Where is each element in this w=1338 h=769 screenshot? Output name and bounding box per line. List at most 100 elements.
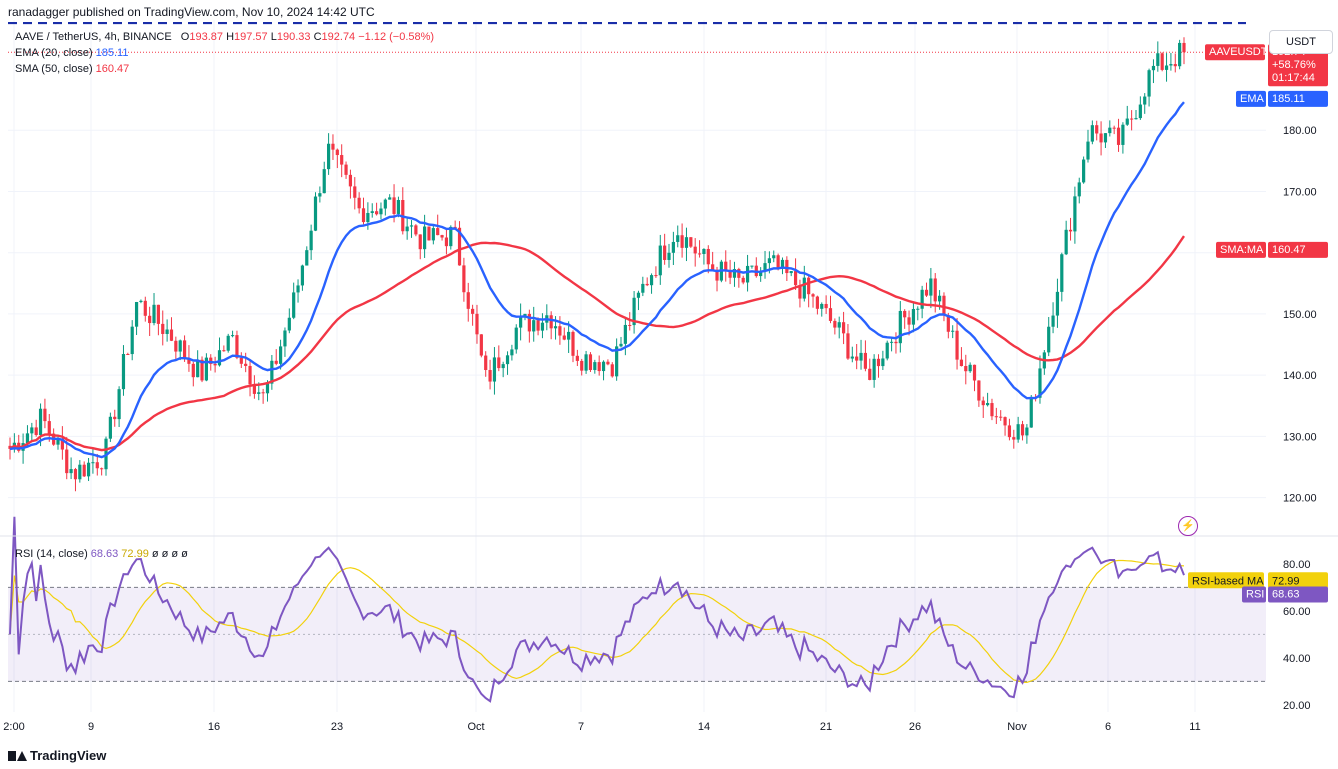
time-tick-label: 16 <box>208 721 220 733</box>
candle-body <box>841 322 846 334</box>
candle-body <box>213 363 217 366</box>
candle-body <box>1060 254 1064 292</box>
rsi-tick-label: 40.00 <box>1283 653 1311 665</box>
candle-body <box>56 438 60 445</box>
candle-body <box>100 468 104 470</box>
candle-body <box>1116 127 1121 145</box>
price-tick-label: 140.00 <box>1283 370 1317 382</box>
candle-body <box>322 169 326 194</box>
candle-body <box>745 265 750 283</box>
candle-body <box>1138 104 1142 119</box>
candle-body <box>881 358 885 367</box>
candle-body <box>409 225 414 227</box>
candle-body <box>697 253 702 255</box>
candle-body <box>1160 53 1164 70</box>
candle-body <box>1073 196 1077 232</box>
candle-body <box>444 237 449 247</box>
candle-body <box>95 462 99 469</box>
candle-body <box>828 308 833 321</box>
candle-body <box>257 392 261 394</box>
candle-body <box>946 315 950 332</box>
candle-body <box>244 363 248 366</box>
candle-body <box>1103 133 1108 143</box>
candle-body <box>519 315 523 328</box>
sma-value-tag <box>1268 241 1328 258</box>
candle-body <box>217 350 222 366</box>
candle-body <box>1169 64 1173 66</box>
resistance-line <box>8 21 1266 53</box>
close-value: 192.74 <box>321 31 356 43</box>
candle-body <box>261 392 265 394</box>
candle-body <box>1020 424 1025 436</box>
bolt-icon[interactable]: ⚡ <box>1178 516 1198 536</box>
candle-body <box>1147 70 1151 97</box>
candle-body <box>265 383 270 394</box>
candle-body <box>898 310 902 344</box>
candle-body <box>872 358 876 380</box>
candle-body <box>287 317 291 331</box>
candle-body <box>462 265 466 293</box>
candle-body <box>174 340 178 352</box>
sma-value-tag-text: 160.47 <box>1272 244 1306 256</box>
candle-body <box>130 326 134 355</box>
candle-body <box>1173 64 1177 67</box>
currency-button[interactable]: USDT <box>1269 30 1333 54</box>
candle-body <box>942 295 946 316</box>
high-value: 197.57 <box>234 31 268 43</box>
candle-body <box>361 208 366 223</box>
candle-body <box>1164 65 1169 70</box>
candle-body <box>951 330 955 332</box>
candle-body <box>846 333 850 359</box>
tradingview-logo: TradingView <box>8 748 106 763</box>
candle-body <box>466 292 470 309</box>
candle-body <box>226 335 230 351</box>
last-price-tag <box>1268 44 1328 87</box>
candle-body <box>1108 127 1112 134</box>
candle-body <box>1090 125 1094 142</box>
last-price-tag-text: +58.76% <box>1272 59 1316 71</box>
time-tick-label: 6 <box>1105 721 1111 733</box>
sma-name-tag <box>1216 241 1266 258</box>
symbol-tag-text: AAVEUSDT <box>1209 46 1268 58</box>
candle-body <box>305 250 309 266</box>
candle-body <box>1016 424 1020 440</box>
candle-body <box>999 416 1003 418</box>
last-price-tag-text: 01:17:44 <box>1272 72 1315 84</box>
candle-body <box>178 340 182 352</box>
candle-body <box>772 255 776 259</box>
candle-body <box>750 265 754 267</box>
candle-body <box>239 357 243 364</box>
time-tick-label: Nov <box>1007 721 1027 733</box>
open-value: 193.87 <box>189 31 223 43</box>
candle-body <box>505 355 510 365</box>
candle-body <box>994 416 998 418</box>
candle-body <box>667 252 671 260</box>
moving-average-lines <box>9 101 1185 459</box>
candle-body <box>248 365 252 385</box>
candle-body <box>654 275 658 277</box>
candle-body <box>981 400 985 406</box>
candle-body <box>471 308 475 314</box>
candle-body <box>540 322 545 331</box>
candle-body <box>117 389 121 420</box>
candle-body <box>863 352 868 369</box>
candle-body <box>693 246 697 254</box>
candle-body <box>907 317 911 325</box>
candle-body <box>536 320 540 331</box>
candle-body <box>270 360 274 384</box>
price-tick-label: 170.00 <box>1283 186 1317 198</box>
candle-body <box>964 366 968 372</box>
candle-body <box>619 343 623 347</box>
rsi-ma-value-tag <box>1268 572 1328 589</box>
candle-body <box>418 234 422 250</box>
candle-body <box>615 346 619 377</box>
candle-body <box>868 368 872 380</box>
candle-body <box>671 241 675 253</box>
candle-body <box>479 334 483 356</box>
rsi-tick-label: 80.00 <box>1283 559 1311 571</box>
price-tick-label: 120.00 <box>1283 493 1317 505</box>
time-tick-label: 7 <box>578 721 584 733</box>
ema-value-tag <box>1268 90 1328 107</box>
candle-body <box>903 310 907 318</box>
